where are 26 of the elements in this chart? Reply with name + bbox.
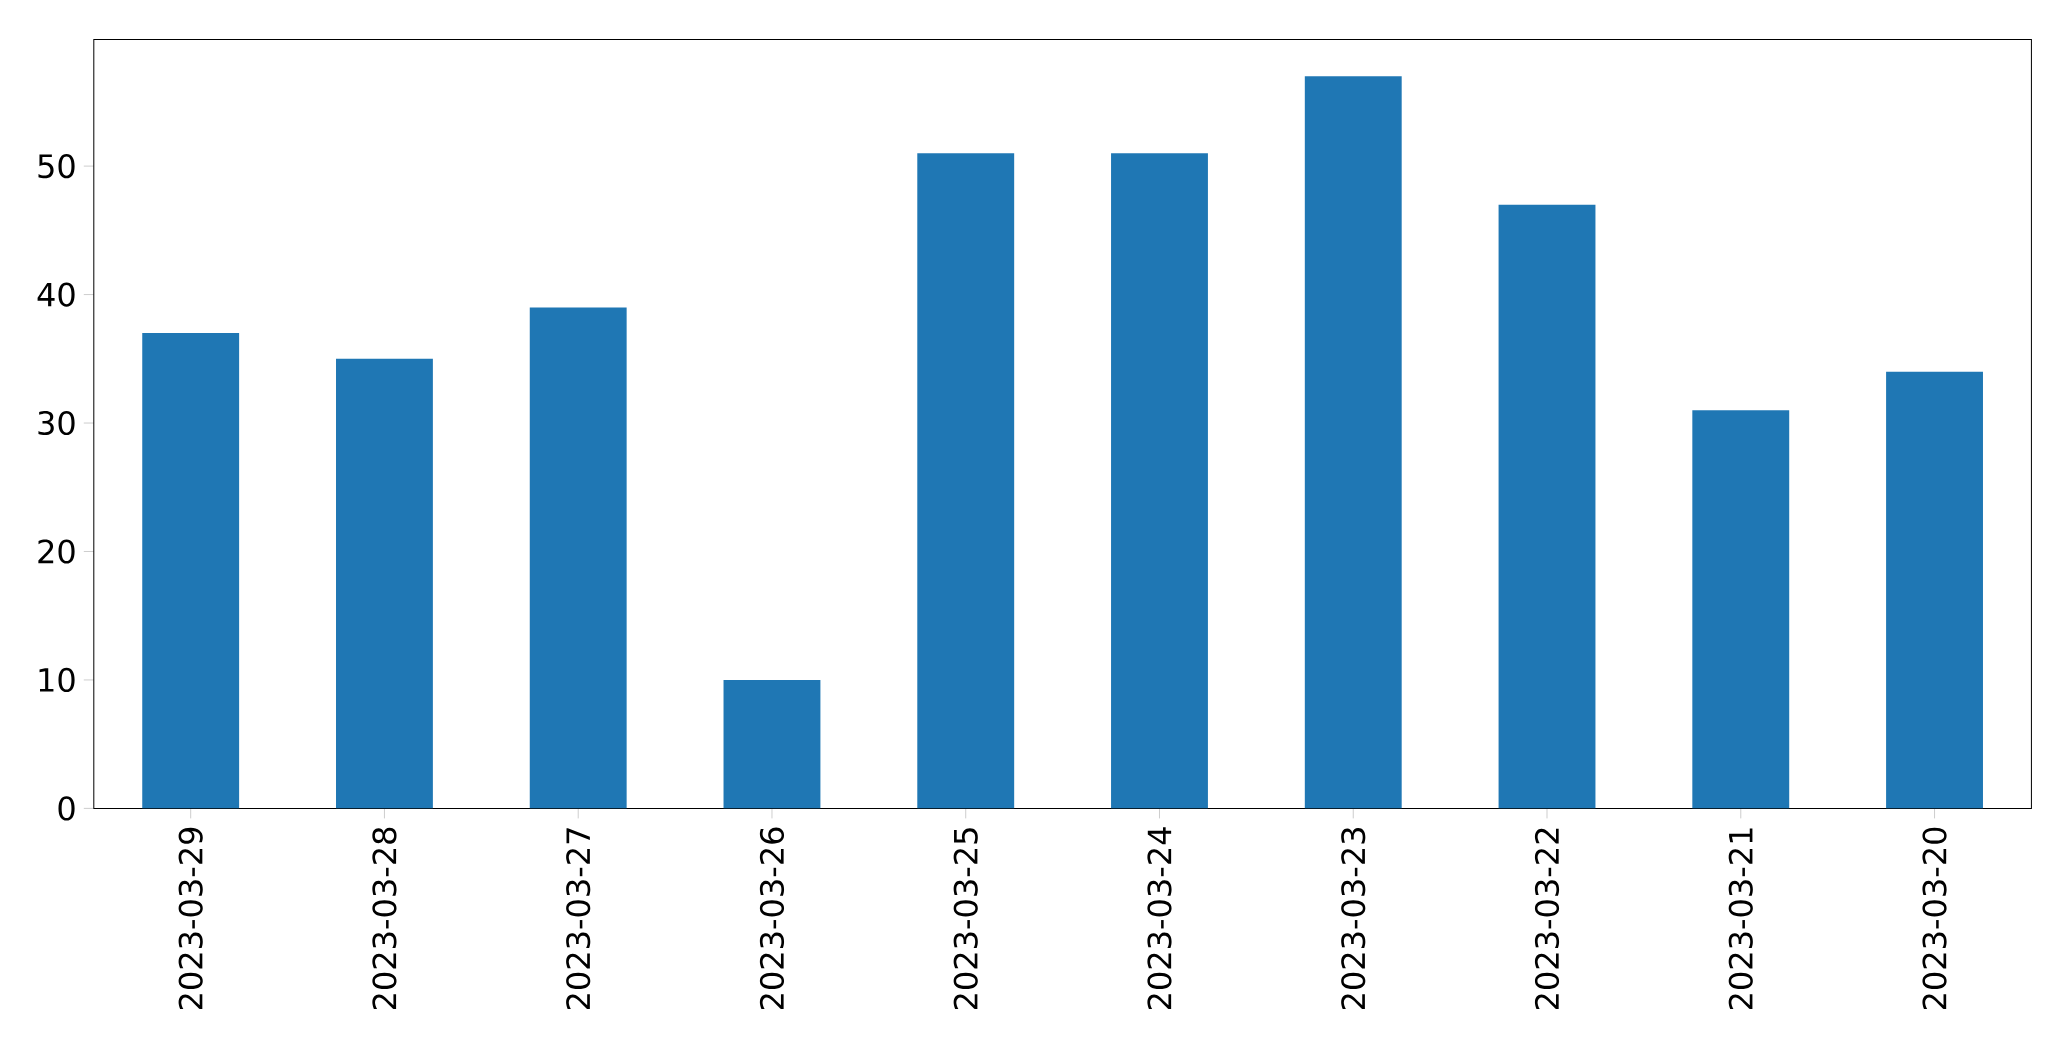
bar [529, 307, 627, 809]
x-tick-label: 2023-03-22 [1534, 828, 1560, 1010]
bar [1111, 153, 1208, 809]
x-tick-label: 2023-03-26 [759, 827, 785, 1010]
x-tick-label: 2023-03-27 [566, 828, 591, 1010]
x-tick-label: 2023-03-20 [1922, 827, 1947, 1010]
y-tick-label: 0 [58, 796, 75, 821]
y-tick-label: 10 [39, 667, 75, 693]
bar [917, 153, 1015, 809]
y-tick-label: 30 [38, 410, 75, 436]
bar [1498, 204, 1596, 809]
y-tick-label: 20 [38, 539, 75, 564]
bar [723, 679, 821, 809]
bar [1886, 371, 1983, 809]
x-tick-label: 2023-03-25 [953, 828, 978, 1010]
bar [142, 333, 240, 809]
x-tick-label: 2023-03-29 [178, 827, 203, 1010]
x-tick-label: 2023-03-23 [1341, 828, 1366, 1010]
x-tick-label: 2023-03-24 [1147, 827, 1172, 1010]
bar [1304, 76, 1402, 809]
x-tick-label: 2023-03-28 [372, 827, 397, 1010]
x-tick-label: 2023-03-21 [1728, 828, 1753, 1010]
bar [336, 358, 433, 809]
y-tick-label: 50 [38, 154, 75, 179]
bar [1692, 410, 1790, 809]
y-tick-label: 40 [37, 282, 75, 307]
